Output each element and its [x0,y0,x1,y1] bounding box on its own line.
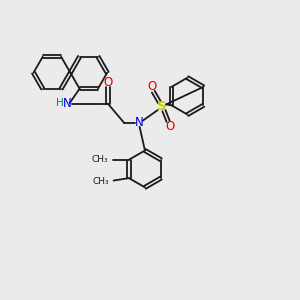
Text: N: N [63,97,72,110]
Text: H: H [56,98,64,108]
Text: CH₃: CH₃ [92,154,108,164]
Text: O: O [165,120,174,133]
Text: N: N [135,116,143,129]
Text: CH₃: CH₃ [92,177,109,186]
Text: O: O [147,80,156,93]
Text: S: S [158,100,167,113]
Text: O: O [103,76,112,89]
